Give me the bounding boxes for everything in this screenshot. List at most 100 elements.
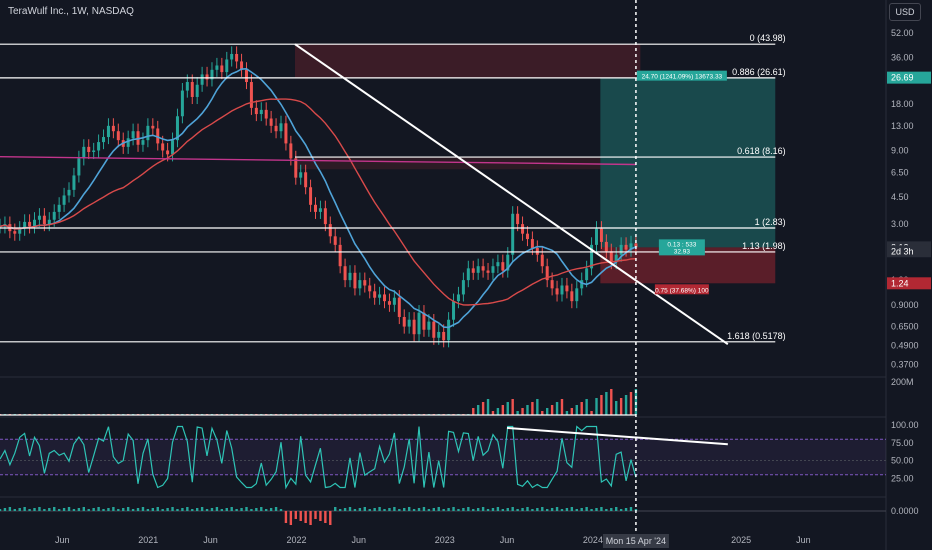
candlestick-series <box>0 46 638 348</box>
candle-body <box>516 213 520 225</box>
macd-tick-label: 0.0000 <box>891 506 919 516</box>
macd-histogram-bar <box>403 508 406 511</box>
volume-bar <box>516 411 519 415</box>
macd-histogram-bar <box>383 509 386 511</box>
macd-histogram-bar <box>407 507 411 511</box>
candle-body <box>387 301 391 305</box>
macd-histogram-bar <box>171 507 174 511</box>
candle-body <box>486 270 490 273</box>
entry-label: 0.13 : 533 <box>667 241 696 248</box>
candle-body <box>151 125 155 129</box>
volume-bar <box>619 398 623 415</box>
candle-body <box>368 285 372 292</box>
target-label-box <box>636 70 727 81</box>
candle-body <box>590 244 594 269</box>
macd-histogram-bar <box>353 509 357 511</box>
candle-body <box>220 65 224 73</box>
macd-histogram-bar <box>191 509 194 511</box>
price-tick-label: 6.50 <box>891 167 909 177</box>
macd-histogram-bar <box>531 509 534 511</box>
candle-body <box>92 150 96 152</box>
fib-label: 1.618 (0.5178) <box>727 331 786 341</box>
macd-histogram-bar <box>526 507 529 511</box>
macd-histogram-bar <box>43 509 46 511</box>
macd-histogram-bar <box>136 508 140 511</box>
candle-body <box>210 69 214 80</box>
candle-body <box>333 236 337 245</box>
macd-histogram-bar <box>437 507 440 511</box>
candle-body <box>624 244 628 250</box>
volume-bar <box>506 402 509 415</box>
macd-histogram-bar <box>57 509 61 511</box>
candle-body <box>609 251 613 263</box>
time-tick-label: 2022 <box>286 535 306 545</box>
currency-button[interactable]: USD <box>889 3 921 21</box>
candle-body <box>180 90 184 117</box>
candle-body <box>33 219 37 227</box>
macd-histogram-bar <box>398 509 401 511</box>
macd-histogram-bar <box>447 508 450 511</box>
candle-body <box>580 280 584 289</box>
rsi-tick-label: 50.00 <box>891 456 914 466</box>
candle-body <box>111 125 115 132</box>
macd-histogram-bar <box>615 507 618 511</box>
rsi-pane <box>0 425 886 490</box>
price-badge <box>887 277 931 290</box>
candle-body <box>456 294 460 302</box>
time-tick-label: 2025 <box>731 535 751 545</box>
macd-histogram-bar <box>3 508 7 511</box>
macd-histogram-bar <box>432 508 436 511</box>
macd-histogram-bar <box>23 507 26 511</box>
macd-histogram-bar <box>373 508 376 511</box>
rsi-band <box>0 439 886 475</box>
macd-histogram-bar <box>348 507 352 511</box>
macd-histogram-bar <box>299 511 302 521</box>
candle-body <box>501 262 505 271</box>
candle-body <box>452 301 456 320</box>
macd-histogram-bar <box>610 508 613 511</box>
candle-body <box>323 208 327 225</box>
chart-title: TeraWulf Inc., 1W, NASDAQ <box>8 6 134 17</box>
fib-band <box>294 44 641 78</box>
macd-histogram-bar <box>590 509 593 511</box>
macd-histogram-bar <box>0 509 2 511</box>
macd-histogram-bar <box>516 509 519 511</box>
macd-histogram-bar <box>28 509 31 511</box>
price-tick-label: 0.3700 <box>891 359 919 369</box>
candle-body <box>235 53 239 62</box>
macd-histogram-bar <box>417 508 421 511</box>
macd-histogram-bar <box>200 507 204 511</box>
macd-histogram-bar <box>388 508 391 511</box>
rsi-tick-label: 100.00 <box>891 420 919 430</box>
price-badge <box>887 71 931 84</box>
macd-histogram-bar <box>220 509 224 511</box>
macd-histogram-bar <box>156 507 159 511</box>
macd-histogram-bar <box>117 509 120 511</box>
candle-body <box>402 316 406 327</box>
candle-body <box>447 319 451 341</box>
candle-body <box>417 312 421 335</box>
candle-body <box>309 187 313 205</box>
price-tick-label: 0.6500 <box>891 322 919 332</box>
macd-histogram-bar <box>107 508 110 511</box>
macd-histogram-bar <box>255 508 258 511</box>
volume-bar <box>481 402 485 415</box>
macd-histogram-bar <box>289 511 293 525</box>
macd-histogram-bar <box>319 511 322 521</box>
macd-histogram-bar <box>274 507 278 511</box>
macd-histogram-bar <box>358 508 362 511</box>
candle-body <box>200 74 204 85</box>
candle-body <box>442 331 446 341</box>
candle-body <box>604 241 608 252</box>
macd-histogram-bar <box>205 509 209 511</box>
candle-body <box>244 69 248 83</box>
candle-body <box>328 224 332 237</box>
macd-histogram-bar <box>624 508 628 511</box>
ma-200-line <box>0 156 636 166</box>
macd-histogram-bar <box>378 507 381 511</box>
macd-histogram-bar <box>343 508 347 511</box>
macd-histogram-bar <box>195 508 199 511</box>
candle-body <box>530 239 534 248</box>
macd-histogram-bar <box>166 508 169 511</box>
